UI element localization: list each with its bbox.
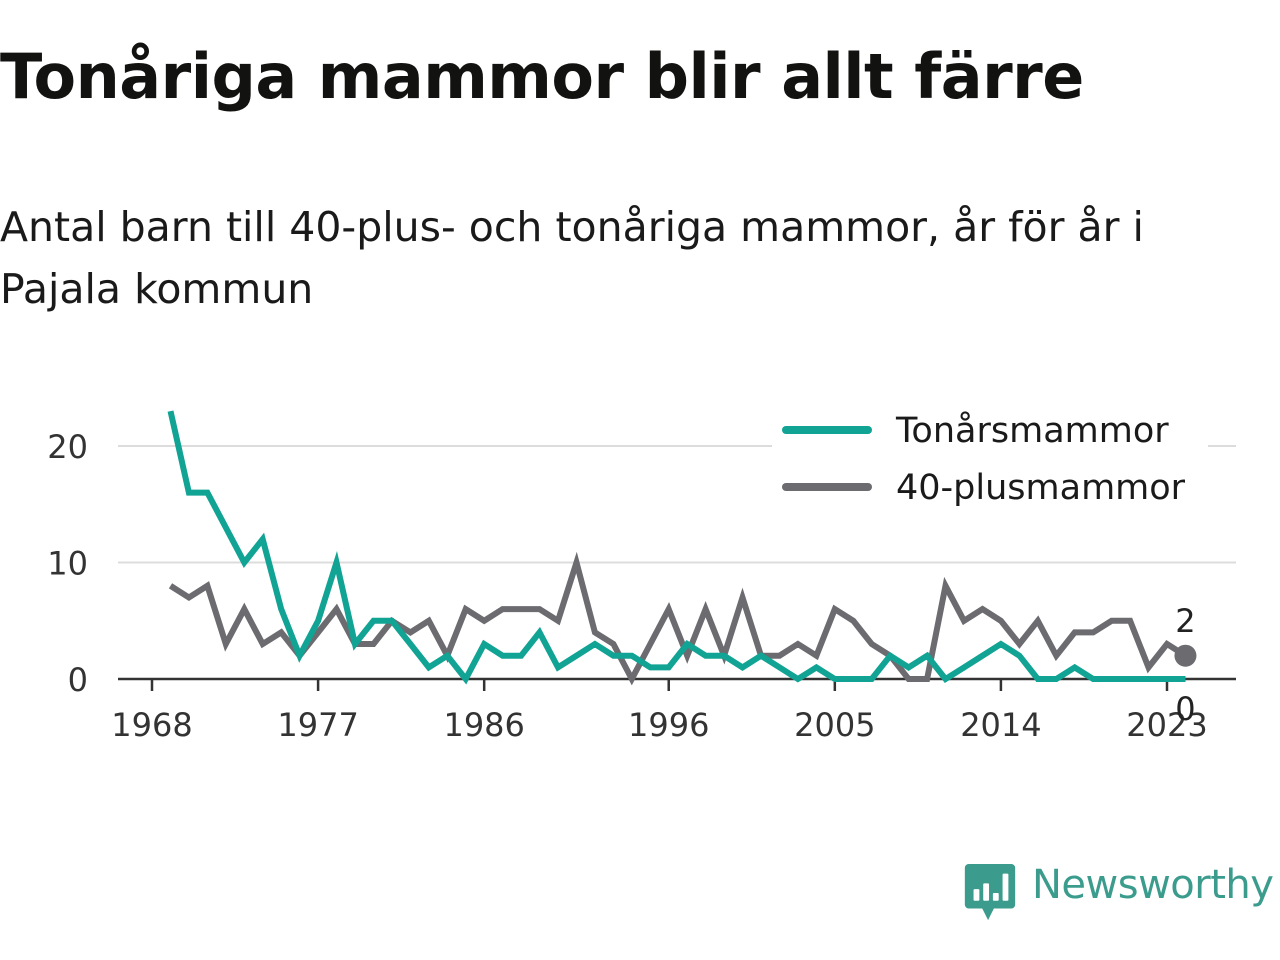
page-subtitle: Antal barn till 40-plus- och tonåriga ma…	[0, 203, 1144, 313]
y-tick-label: 20	[47, 428, 88, 466]
y-tick-label: 10	[47, 545, 88, 583]
end-label: 2	[1175, 602, 1195, 640]
page-title: Tonåriga mammor blir allt färre	[0, 40, 1084, 113]
x-tick-label: 1996	[628, 706, 709, 744]
y-axis: 0 10 20	[47, 428, 88, 699]
newsworthy-logo-icon	[964, 864, 1016, 921]
end-labels: 20	[1174, 602, 1197, 728]
end-point-marker	[1174, 644, 1197, 667]
x-tick-label: 2005	[794, 706, 875, 744]
legend-background	[772, 402, 1208, 518]
brand-name: Newsworthy	[1032, 862, 1274, 908]
x-axis: 1968 1977 1986 1996 2005 2014 2023	[111, 677, 1236, 744]
y-tick-label: 0	[68, 661, 88, 699]
x-tick-label: 2014	[960, 706, 1041, 744]
x-tick-label: 1977	[277, 706, 358, 744]
x-tick-label: 1968	[111, 706, 192, 744]
x-tick-label: 2023	[1126, 706, 1207, 744]
series-line-tonarsmammor	[167, 410, 1186, 685]
series-line-40-plusmammor	[168, 551, 1188, 686]
legend: Tonårsmammor 40-plusmammor	[772, 402, 1208, 518]
end-label: 0	[1175, 690, 1195, 728]
x-tick-label: 1986	[443, 706, 524, 744]
legend-label: Tonårsmammor	[895, 410, 1169, 451]
legend-label: 40-plusmammor	[896, 468, 1186, 508]
chart-series	[167, 410, 1188, 686]
